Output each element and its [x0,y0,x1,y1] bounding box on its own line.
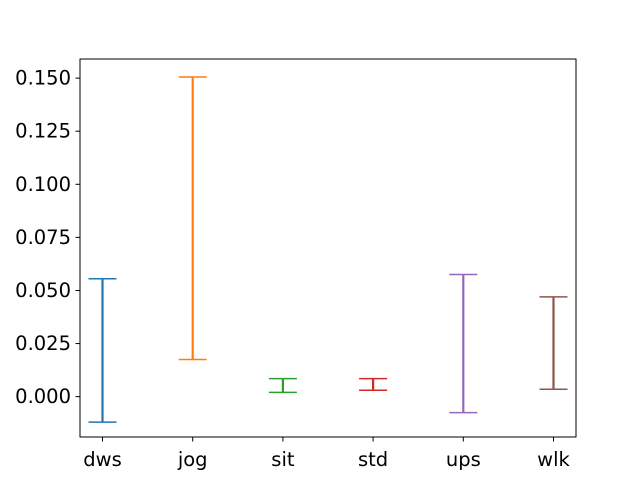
x-tick-label: wlk [537,448,570,471]
y-tick-label: 0.150 [15,67,71,90]
x-tick-label: ups [446,448,481,471]
y-tick-label: 0.075 [15,226,71,249]
plot-area [79,58,577,438]
errorbar-wlk [539,296,568,390]
x-tick-label: jog [177,448,208,471]
y-tick-label: 0.025 [15,332,71,355]
errorbar-ups [449,273,478,414]
errorbar-sit [268,377,297,394]
x-tick-label: sit [271,448,295,471]
errorbar-jog [178,76,207,361]
errorbar-series [88,76,568,423]
x-tick-label: std [358,448,388,471]
x-tick-label: dws [83,448,122,471]
y-axis: 0.000 0.025 0.050 0.075 0.100 0.125 0.150 [15,67,80,408]
errorbar-std [359,377,388,392]
y-tick-label: 0.000 [15,385,71,408]
y-tick-label: 0.050 [15,279,71,302]
y-tick-label: 0.125 [15,120,71,143]
errorbar-dws [88,278,117,423]
y-tick-label: 0.100 [15,173,71,196]
x-axis: dws jog sit std ups wlk [83,437,571,471]
